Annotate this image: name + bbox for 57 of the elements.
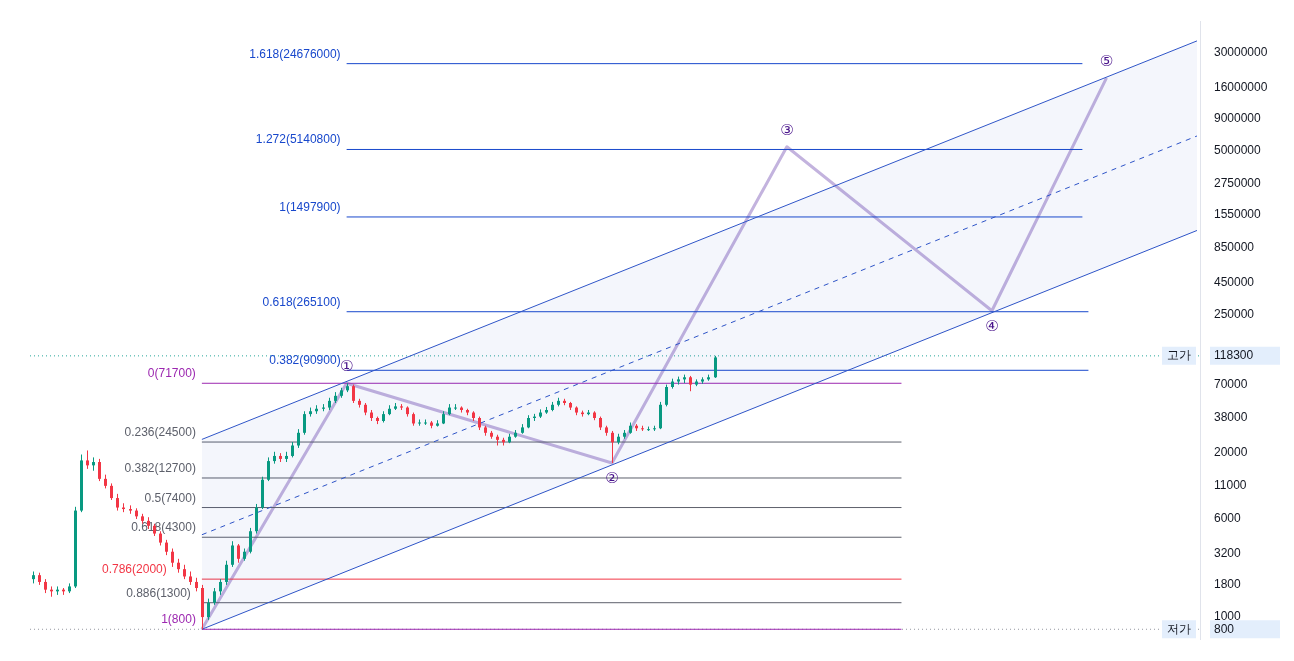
series-label: 0.5(7400) (144, 490, 196, 505)
y-tick-label: 2750000 (1214, 176, 1262, 191)
series-label: 1.618(24676000) (249, 46, 341, 61)
candlestick (171, 548, 174, 568)
candlestick (237, 543, 240, 564)
candlestick (665, 384, 668, 407)
candlestick (255, 503, 258, 535)
data-label: ② (605, 468, 619, 487)
candlestick (86, 449, 89, 470)
candlestick (714, 355, 717, 379)
series-label: 0.886(1300) (126, 585, 191, 600)
candlestick (297, 428, 300, 449)
series-label: 0.236(24500) (124, 425, 196, 440)
data-label: ⑤ (1099, 51, 1114, 70)
y-tick-label: 30000000 (1214, 45, 1268, 60)
text: 0.786(2000) (102, 562, 167, 577)
candlestick (611, 430, 614, 464)
data-label: ① (339, 357, 354, 376)
y-tick-label: 1550000 (1214, 207, 1262, 222)
ref-line-label: 고가 (1167, 348, 1191, 363)
y-tick-label: 70000 (1214, 376, 1248, 391)
candlestick (352, 384, 355, 404)
series-label: 0.382(12700) (124, 460, 196, 475)
y-tick-label: 850000 (1214, 240, 1255, 255)
series-label: 0(71700) (147, 366, 196, 381)
y-tick-label: 1000 (1214, 609, 1242, 624)
series-label: 1(800) (161, 612, 196, 627)
series-label: 0.618(265100) (262, 294, 341, 309)
series-label: 1(1497900) (279, 199, 341, 214)
y-tick-label: 20000 (1214, 445, 1248, 460)
y-tick-label: 16000000 (1214, 79, 1268, 94)
candlestick (267, 456, 270, 482)
candlestick (225, 560, 228, 586)
y-tick-label: 250000 (1214, 307, 1255, 322)
y-tick-label: 9000000 (1214, 111, 1262, 126)
candlestick (231, 540, 234, 568)
data-label: ④ (985, 316, 999, 335)
candlestick (424, 418, 427, 426)
y-tick-label: 11000 (1214, 478, 1247, 493)
y-tick-label: 1800 (1214, 577, 1242, 592)
candlestick (659, 401, 662, 430)
y-tick-label: 38000 (1214, 410, 1248, 425)
candlestick (207, 598, 210, 621)
candlestick (418, 418, 421, 427)
y-tick-label: 5000000 (1214, 143, 1262, 158)
candlestick (249, 527, 252, 554)
ref-line-label: 저가 (1167, 621, 1191, 636)
y-tick-label: 118300 (1214, 348, 1254, 363)
y-tick-label: 800 (1214, 621, 1235, 636)
series-label: 0.382(90900) (269, 353, 341, 368)
candlestick (98, 458, 101, 482)
y-tick-label: 450000 (1214, 275, 1255, 290)
candlestick (303, 410, 306, 436)
y-tick-label: 3200 (1214, 545, 1242, 560)
series-label: 1.272(5140800) (255, 132, 341, 147)
y-tick-label: 6000 (1214, 511, 1242, 526)
data-label: ③ (780, 120, 794, 139)
